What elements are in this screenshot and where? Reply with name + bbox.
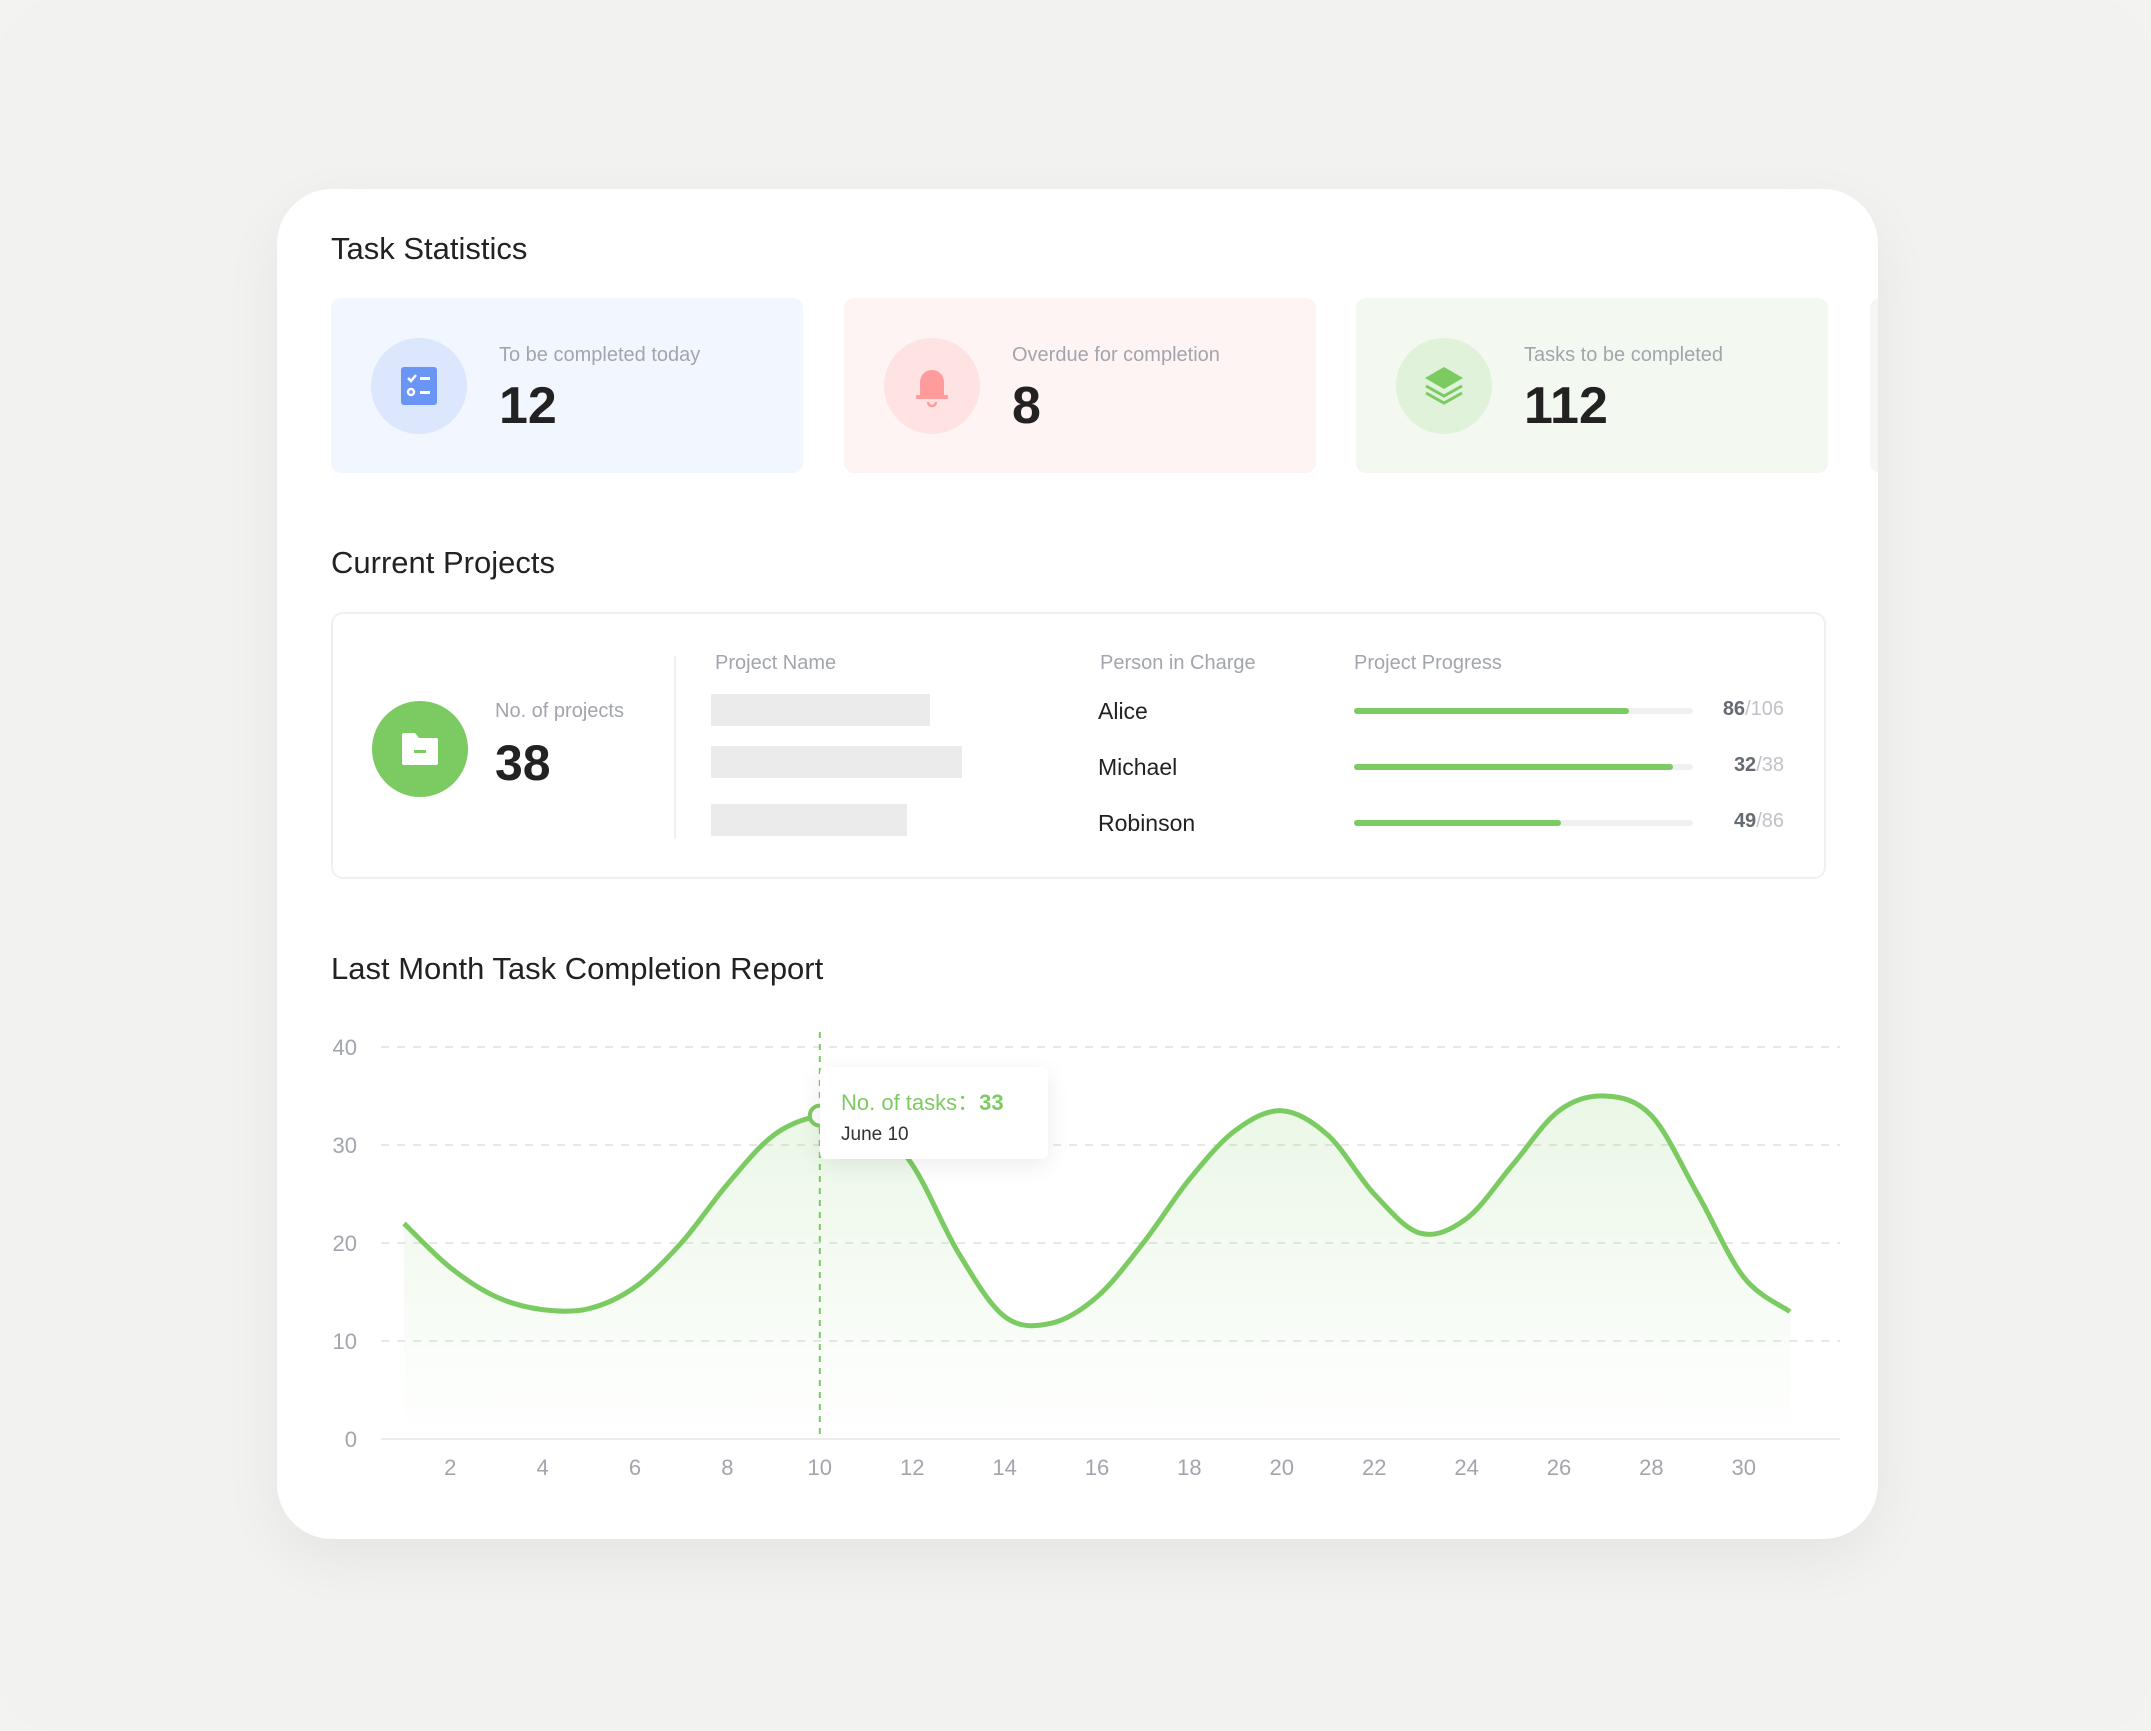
progress-ratio: 86/106	[1722, 698, 1784, 720]
task-statistics-title: Task Statistics	[331, 231, 528, 266]
projects-count-label: No. of projects	[495, 700, 624, 722]
x-tick-label: 30	[1732, 1455, 1756, 1480]
series-area	[404, 1095, 1790, 1439]
x-tick-label: 12	[900, 1455, 924, 1480]
y-tick-label: 20	[333, 1231, 357, 1256]
progress-ratio: 49/86	[1733, 810, 1784, 832]
person-name: Michael	[1098, 754, 1178, 780]
progress-bar	[1354, 708, 1693, 714]
x-tick-label: 28	[1639, 1455, 1663, 1480]
projects-panel: No. of projects 38 Project Name Person i…	[331, 612, 1826, 879]
x-tick-label: 22	[1362, 1455, 1386, 1480]
tooltip-label: No. of tasks：	[841, 1090, 980, 1115]
x-tick-label: 24	[1454, 1455, 1478, 1480]
stat-card-partial	[1870, 298, 1878, 473]
x-tick-label: 26	[1547, 1455, 1571, 1480]
layers-icon	[1396, 338, 1492, 434]
x-tick-label: 14	[992, 1455, 1016, 1480]
chart-tooltip: No. of tasks：33 June 10	[820, 1067, 1048, 1159]
stat-value: 8	[1012, 377, 1041, 435]
stat-label: To be completed today	[499, 344, 701, 366]
stat-card-pending[interactable]: Tasks to be completed 112	[1356, 298, 1828, 473]
column-header-project-name: Project Name	[715, 652, 837, 674]
x-tick-label: 6	[629, 1455, 641, 1480]
person-name: Alice	[1098, 698, 1148, 724]
x-tick-label: 18	[1177, 1455, 1201, 1480]
projects-count: 38	[495, 735, 551, 791]
x-tick-label: 10	[808, 1455, 832, 1480]
series-line	[402, 1093, 1792, 1329]
column-header-person: Person in Charge	[1100, 652, 1256, 674]
stat-value: 112	[1524, 377, 1608, 435]
project-name-placeholder	[711, 804, 907, 836]
bell-icon	[884, 338, 980, 434]
progress-bar	[1354, 820, 1693, 826]
x-tick-label: 2	[444, 1455, 456, 1480]
stat-card-overdue[interactable]: Overdue for completion 8	[844, 298, 1316, 473]
y-tick-label: 40	[333, 1035, 357, 1060]
y-tick-label: 0	[345, 1427, 357, 1452]
tooltip-date: June 10	[841, 1124, 909, 1145]
stat-label: Overdue for completion	[1012, 344, 1220, 366]
progress-ratio: 32/38	[1733, 754, 1784, 776]
tooltip-value: 33	[979, 1090, 1004, 1115]
folder-icon	[372, 701, 468, 797]
person-name: Robinson	[1098, 810, 1196, 836]
project-name-placeholder	[711, 746, 962, 778]
checklist-icon	[371, 338, 467, 434]
column-header-progress: Project Progress	[1354, 652, 1502, 674]
stat-label: Tasks to be completed	[1524, 344, 1723, 366]
x-tick-label: 16	[1085, 1455, 1109, 1480]
current-projects-title: Current Projects	[331, 545, 555, 580]
stat-card-today[interactable]: To be completed today 12	[331, 298, 803, 473]
x-tick-label: 4	[536, 1455, 548, 1480]
y-tick-label: 10	[333, 1329, 357, 1354]
report-title: Last Month Task Completion Report	[331, 951, 824, 986]
progress-bar	[1354, 764, 1693, 770]
project-name-placeholder	[711, 694, 930, 726]
y-tick-label: 30	[333, 1133, 357, 1158]
dashboard-card: Task Statistics To be completed today 12…	[277, 189, 1878, 1539]
x-tick-label: 8	[721, 1455, 733, 1480]
stat-value: 12	[499, 377, 557, 435]
divider	[674, 656, 676, 839]
x-tick-label: 20	[1270, 1455, 1294, 1480]
